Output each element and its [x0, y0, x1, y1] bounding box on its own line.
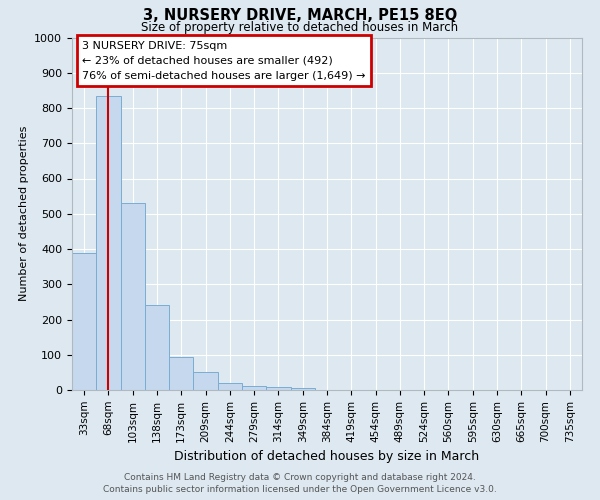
Bar [266, 387, 290, 390]
Bar [72, 253, 96, 390]
Bar [218, 383, 242, 390]
Text: Contains HM Land Registry data © Crown copyright and database right 2024.
Contai: Contains HM Land Registry data © Crown c… [103, 473, 497, 494]
Text: Size of property relative to detached houses in March: Size of property relative to detached ho… [142, 21, 458, 34]
Text: 3 NURSERY DRIVE: 75sqm
← 23% of detached houses are smaller (492)
76% of semi-de: 3 NURSERY DRIVE: 75sqm ← 23% of detached… [82, 41, 366, 80]
Bar [121, 203, 145, 390]
Text: 3, NURSERY DRIVE, MARCH, PE15 8EQ: 3, NURSERY DRIVE, MARCH, PE15 8EQ [143, 8, 457, 22]
Bar [169, 356, 193, 390]
Bar [145, 306, 169, 390]
X-axis label: Distribution of detached houses by size in March: Distribution of detached houses by size … [175, 450, 479, 463]
Bar [290, 388, 315, 390]
Bar [242, 386, 266, 390]
Y-axis label: Number of detached properties: Number of detached properties [19, 126, 29, 302]
Bar [193, 372, 218, 390]
Bar [96, 96, 121, 390]
